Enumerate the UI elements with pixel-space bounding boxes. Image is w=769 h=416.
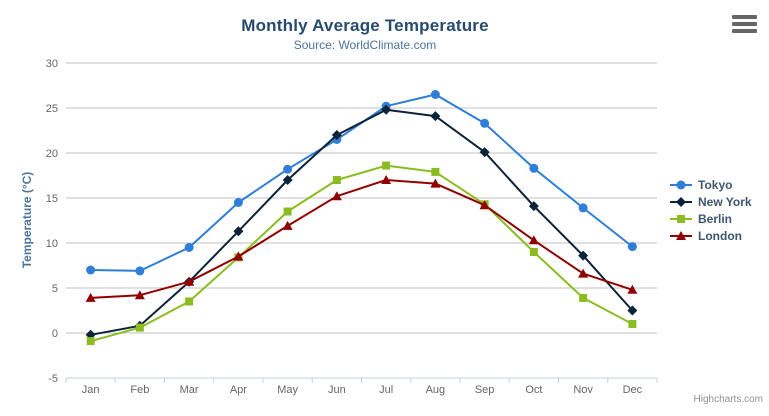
y-axis-label: 20: [46, 148, 58, 160]
y-axis-label: -5: [48, 373, 58, 385]
data-point-berlin-jul[interactable]: [382, 161, 391, 170]
data-point-tokyo-oct[interactable]: [529, 163, 539, 173]
data-point-new-york-jul[interactable]: [381, 104, 392, 115]
data-point-berlin-feb[interactable]: [135, 323, 144, 332]
data-point-tokyo-nov[interactable]: [578, 203, 588, 213]
data-point-london-nov[interactable]: [578, 268, 589, 278]
data-point-new-york-oct[interactable]: [528, 201, 539, 212]
data-point-new-york-nov[interactable]: [578, 250, 589, 261]
series-line-berlin[interactable]: [89, 164, 634, 343]
legend-item-label: New York: [698, 194, 752, 209]
chart-subtitle: Source: WorldClimate.com: [293, 38, 437, 52]
series-line-london[interactable]: [89, 179, 634, 299]
chart-title: Monthly Average Temperature: [241, 16, 489, 35]
data-point-london-may[interactable]: [282, 220, 293, 230]
data-point-tokyo-feb[interactable]: [135, 266, 145, 276]
data-point-berlin-jun[interactable]: [332, 176, 341, 184]
data-point-new-york-jun[interactable]: [331, 130, 342, 140]
series-line-new-york[interactable]: [89, 108, 634, 336]
data-point-berlin-oct[interactable]: [529, 248, 538, 256]
data-point-london-jan[interactable]: [85, 292, 96, 302]
data-point-london-feb[interactable]: [134, 290, 145, 300]
y-axis-label: 30: [46, 58, 58, 70]
data-point-berlin-may[interactable]: [283, 207, 292, 216]
y-axis-label: 5: [52, 283, 58, 295]
hamburger-icon-bar: [732, 22, 757, 26]
x-axis-label: Jul: [379, 384, 393, 396]
data-point-new-york-dec[interactable]: [627, 305, 638, 316]
x-axis-label: Mar: [180, 384, 199, 396]
data-point-tokyo-apr[interactable]: [233, 198, 243, 207]
x-axis-label: Jun: [328, 384, 346, 396]
data-point-london-oct[interactable]: [528, 235, 539, 245]
legend-item-berlin[interactable]: Berlin: [669, 210, 752, 227]
data-point-london-apr[interactable]: [233, 251, 244, 261]
x-axis-label: Nov: [573, 384, 593, 396]
data-point-london-jun[interactable]: [331, 191, 342, 201]
legend-item-new-york[interactable]: New York: [669, 193, 752, 210]
series-line-tokyo[interactable]: [89, 93, 634, 272]
legend: Tokyo New York Berlin London: [669, 176, 752, 244]
legend-item-label: London: [698, 228, 742, 243]
data-point-london-jul[interactable]: [381, 175, 392, 184]
x-axis-label: Aug: [426, 384, 446, 396]
data-point-berlin-nov[interactable]: [579, 293, 588, 302]
data-point-new-york-aug[interactable]: [430, 111, 441, 122]
y-axis-label: 10: [46, 238, 58, 250]
data-point-tokyo-jan[interactable]: [86, 265, 96, 275]
data-point-london-mar[interactable]: [184, 276, 195, 286]
data-point-tokyo-aug[interactable]: [430, 90, 440, 99]
legend-item-london[interactable]: London: [669, 227, 752, 244]
x-axis-label: Sep: [475, 384, 495, 396]
credits-link[interactable]: Highcharts.com: [693, 394, 763, 405]
data-point-london-dec[interactable]: [627, 284, 638, 294]
hamburger-icon-bar: [732, 15, 757, 19]
data-point-new-york-apr[interactable]: [233, 226, 244, 237]
data-point-tokyo-mar[interactable]: [184, 243, 194, 252]
data-point-new-york-sep[interactable]: [479, 147, 490, 158]
data-point-berlin-dec[interactable]: [628, 320, 637, 328]
data-point-berlin-mar[interactable]: [185, 297, 194, 306]
data-point-tokyo-sep[interactable]: [480, 118, 490, 128]
data-point-berlin-aug[interactable]: [431, 167, 440, 176]
data-point-tokyo-dec[interactable]: [627, 242, 637, 252]
x-axis-label: Feb: [130, 384, 149, 396]
x-axis-label: Dec: [623, 384, 643, 396]
hamburger-icon-bar: [732, 29, 757, 33]
triangle-marker-icon: [670, 230, 692, 240]
x-axis-label: Jan: [82, 384, 100, 396]
y-axis-label: 15: [46, 193, 58, 205]
diamond-marker-icon: [670, 196, 692, 207]
x-axis-label: Apr: [230, 384, 247, 396]
y-axis-label: 25: [46, 103, 58, 115]
x-axis-label: May: [277, 384, 298, 396]
legend-item-label: Berlin: [698, 211, 733, 226]
data-point-new-york-may[interactable]: [282, 175, 293, 185]
legend-item-tokyo[interactable]: Tokyo: [669, 176, 752, 193]
square-marker-icon: [670, 214, 692, 223]
data-point-london-sep[interactable]: [479, 200, 490, 210]
data-point-berlin-jan[interactable]: [86, 337, 95, 346]
x-axis-label: Oct: [525, 384, 542, 396]
export-menu-button[interactable]: [732, 15, 757, 33]
legend-item-label: Tokyo: [698, 177, 733, 192]
circle-marker-icon: [670, 180, 692, 189]
y-axis-label: 0: [52, 328, 58, 340]
data-point-london-aug[interactable]: [430, 178, 441, 188]
data-point-tokyo-may[interactable]: [283, 164, 293, 174]
